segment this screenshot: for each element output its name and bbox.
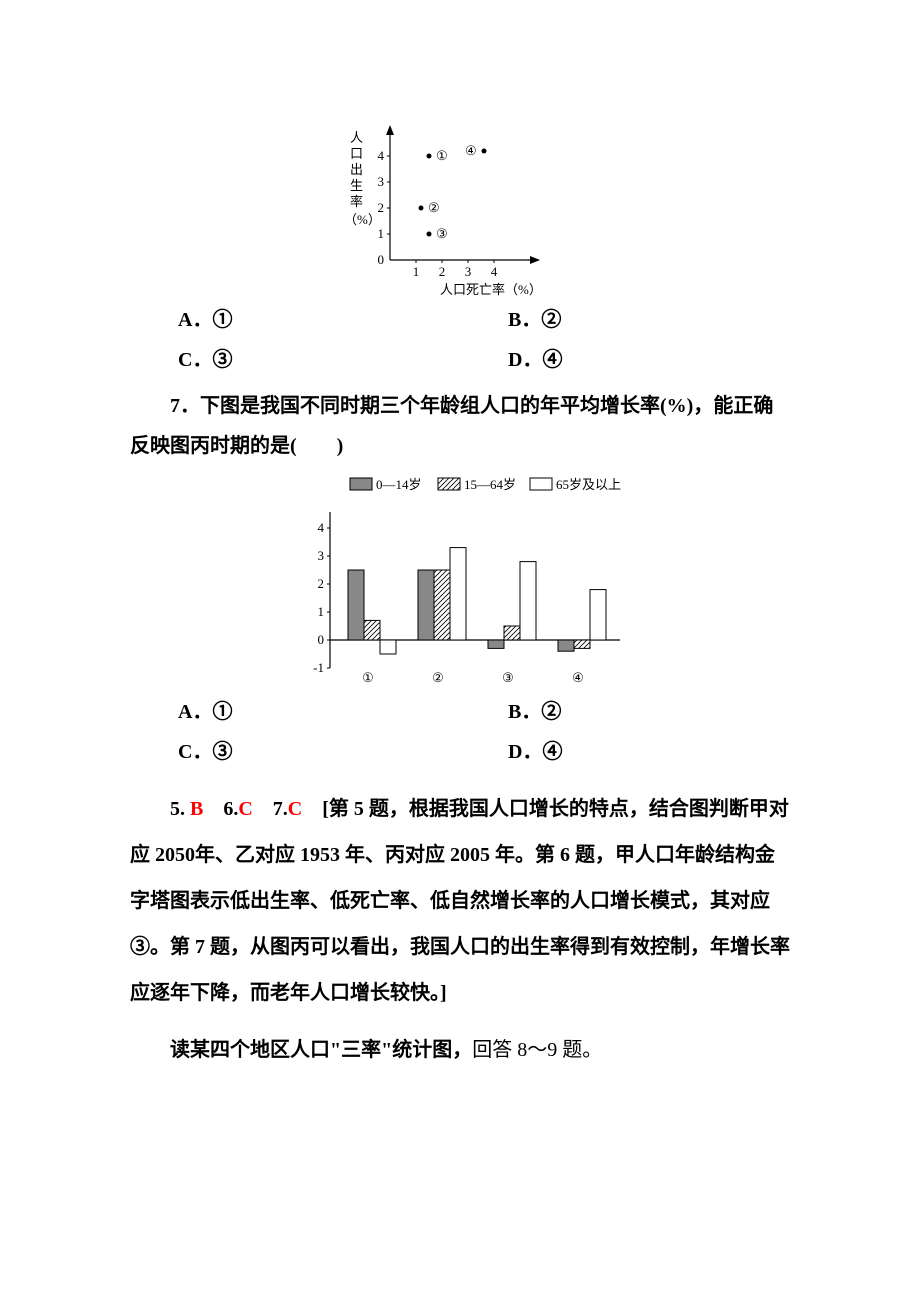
svg-text:4: 4 — [318, 520, 325, 535]
option-c7: C．③ — [130, 732, 460, 772]
q7-stem: 7．下图是我国不同时期三个年龄组人口的年平均增长率(%)，能正确反映图丙时期的是… — [130, 386, 790, 466]
svg-text:2: 2 — [318, 576, 325, 591]
svg-text:率: 率 — [350, 194, 363, 209]
svg-text:1: 1 — [378, 226, 385, 241]
svg-text:生: 生 — [350, 178, 363, 193]
svg-text:④: ④ — [465, 143, 477, 158]
y-axis-char: 人 — [350, 130, 363, 145]
svg-text:出: 出 — [350, 162, 363, 177]
q7-options: A．① B．② C．③ D．④ — [130, 692, 790, 772]
option-d: D．④ — [460, 340, 790, 380]
intro-89: 读某四个地区人口"三率"统计图，回答 8～9 题。 — [130, 1030, 790, 1070]
svg-text:1: 1 — [318, 604, 325, 619]
svg-text:③: ③ — [502, 670, 514, 685]
svg-text:0: 0 — [378, 252, 385, 267]
q6-options: A．① B．② C．③ D．④ — [130, 300, 790, 380]
svg-text:4: 4 — [491, 264, 498, 279]
legend-0: 0—14岁 — [376, 477, 422, 492]
svg-text:（%）: （%） — [344, 212, 381, 227]
ans5: B — [185, 798, 203, 820]
q7-text: 下图是我国不同时期三个年龄组人口的年平均增长率(%)，能正确反映图丙时期的是( … — [130, 395, 773, 457]
option-d7: D．④ — [460, 732, 790, 772]
svg-text:②: ② — [432, 670, 444, 685]
explanation-text: [第 5 题，根据我国人口增长的特点，结合图判断甲对应 2050年、乙对应 19… — [130, 798, 790, 1004]
legend-2: 65岁及以上 — [556, 477, 621, 492]
option-b-val: ② — [541, 309, 561, 331]
legend-1: 15—64岁 — [464, 477, 516, 492]
bar-chart: 0—14岁 15—64岁 65岁及以上 -1 0 1 2 3 4 — [130, 472, 790, 692]
scatter-chart: 0 1 2 3 4 1 2 3 4 人 口 出 生 率 — [130, 100, 790, 300]
ans7: C — [288, 798, 302, 820]
option-b7: B．② — [460, 692, 790, 732]
svg-text:3: 3 — [378, 174, 385, 189]
option-a-val: ① — [212, 309, 232, 331]
option-a: A．① — [130, 300, 460, 340]
option-b: B．② — [460, 300, 790, 340]
svg-text:1: 1 — [413, 264, 420, 279]
option-a7: A．① — [130, 692, 460, 732]
svg-text:②: ② — [428, 200, 440, 215]
svg-text:①: ① — [436, 148, 448, 163]
svg-text:3: 3 — [465, 264, 472, 279]
svg-text:3: 3 — [318, 548, 325, 563]
ans6: C — [238, 798, 252, 820]
svg-text:③: ③ — [436, 226, 448, 241]
svg-text:-1: -1 — [313, 660, 324, 675]
answer-explanation: 5. B 6.C 7.C [第 5 题，根据我国人口增长的特点，结合图判断甲对应… — [130, 786, 790, 1016]
svg-text:2: 2 — [439, 264, 446, 279]
option-c-val: ③ — [212, 349, 232, 371]
intro89-bold: 读某四个地区人口"三率"统计图， — [170, 1039, 472, 1061]
intro89-rest: 回答 8～9 题。 — [472, 1039, 602, 1061]
svg-text:4: 4 — [378, 148, 385, 163]
svg-text:0: 0 — [318, 632, 325, 647]
q7-number: 7． — [170, 395, 200, 417]
svg-text:口: 口 — [350, 146, 363, 161]
svg-text:①: ① — [362, 670, 374, 685]
option-c: C．③ — [130, 340, 460, 380]
option-d-val: ④ — [542, 349, 562, 371]
svg-text:④: ④ — [572, 670, 584, 685]
x-axis-label: 人口死亡率（%） — [440, 282, 542, 297]
